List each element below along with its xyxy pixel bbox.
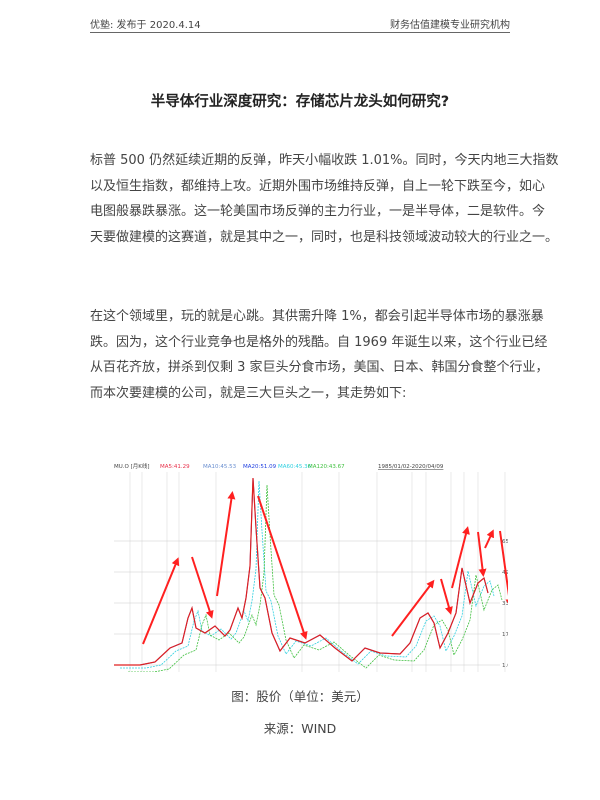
- text-line: 在这个领域里，玩的就是心跳。其供需升降 1%，都会引起半导体市场的暴涨暴: [90, 309, 544, 324]
- trend-arrow: [191, 556, 214, 619]
- y-tick-label: 1.00: [502, 663, 508, 669]
- trend-arrow: [142, 557, 180, 645]
- legend-item: MA60:45.36: [278, 464, 312, 470]
- header-org-name: 财务估值建模专业研究机构: [390, 20, 510, 31]
- text-line: 跌。因为，这个行业竞争也是格外的残酷。自 1969 年诞生以来，这个行业已经: [90, 334, 548, 350]
- text-line: 以及恒生指数，都维持上攻。近期外围市场维持反弹，自上一轮下跌至今，如心: [90, 178, 546, 194]
- text-line: 而本次要建模的公司，就是三大巨头之一，其走势如下:: [90, 385, 407, 401]
- trend-arrow: [216, 491, 236, 597]
- figure-caption: 图：股价（单位：美元）: [231, 689, 369, 704]
- figure-source: 来源：WIND: [263, 721, 337, 736]
- page-header: 优塾: 发布于 2020.4.14 财务估值建模专业研究机构: [90, 14, 510, 33]
- text-line: 从百花齐放，拼杀到仅剩 3 家巨头分食市场，美国、日本、韩国分食整个行业，: [90, 360, 549, 375]
- stock-price-chart-image: MU.O [月K线] MA5:41.29 MA10:45.53 MA20:51.09 M…: [114, 462, 508, 672]
- text-line: 电图般暴跌暴涨。这一轮美国市场反弹的主力行业，一是半导体，二是软件。今: [90, 204, 546, 219]
- trend-arrow: [440, 578, 453, 615]
- trend-arrow: [451, 526, 470, 589]
- chart-range-label: 1985/01/02-2020/04/09: [378, 464, 444, 470]
- text-line: 天要做建模的这赛道，就是其中之一，同时，也是科技领域波动较大的行业之一。: [90, 229, 559, 245]
- header-publish-info: 优塾: 发布于 2020.4.14: [90, 20, 201, 31]
- text-line: 标普 500 仍然延续近期的反弹，昨天小幅收跌 1.01%。同时，今天内地三大指…: [90, 153, 559, 168]
- paragraph-1: 标普 500 仍然延续近期的反弹，昨天小幅收跌 1.01%。同时，今天内地三大指…: [90, 148, 559, 250]
- trend-arrow: [499, 530, 508, 607]
- moving-average-line: [120, 480, 495, 669]
- trend-arrow: [484, 529, 494, 549]
- legend-item: MA5:41.29: [160, 464, 190, 470]
- legend-item: MA120:43.67: [308, 464, 345, 470]
- article-title: 半导体行业深度研究：存储芯片龙头如何研究?: [150, 94, 450, 110]
- paragraph-2: 在这个领域里，玩的就是心跳。其供需升降 1%，都会引起半导体市场的暴涨暴 跌。因…: [90, 304, 549, 406]
- trend-arrow: [477, 531, 487, 577]
- moving-average-line: [128, 484, 503, 672]
- y-tick-label: 65.00: [502, 539, 508, 545]
- legend-item: MA20:51.09: [243, 464, 277, 470]
- legend-item: MU.O [月K线]: [114, 462, 150, 470]
- price-line: [114, 477, 489, 666]
- y-tick-label: 33.00: [502, 601, 508, 607]
- moving-average-line: [114, 477, 489, 666]
- trend-arrow: [257, 495, 308, 640]
- y-tick-label: 17.00: [502, 632, 508, 638]
- legend-item: MA10:45.53: [203, 464, 237, 470]
- trend-arrow: [391, 579, 435, 637]
